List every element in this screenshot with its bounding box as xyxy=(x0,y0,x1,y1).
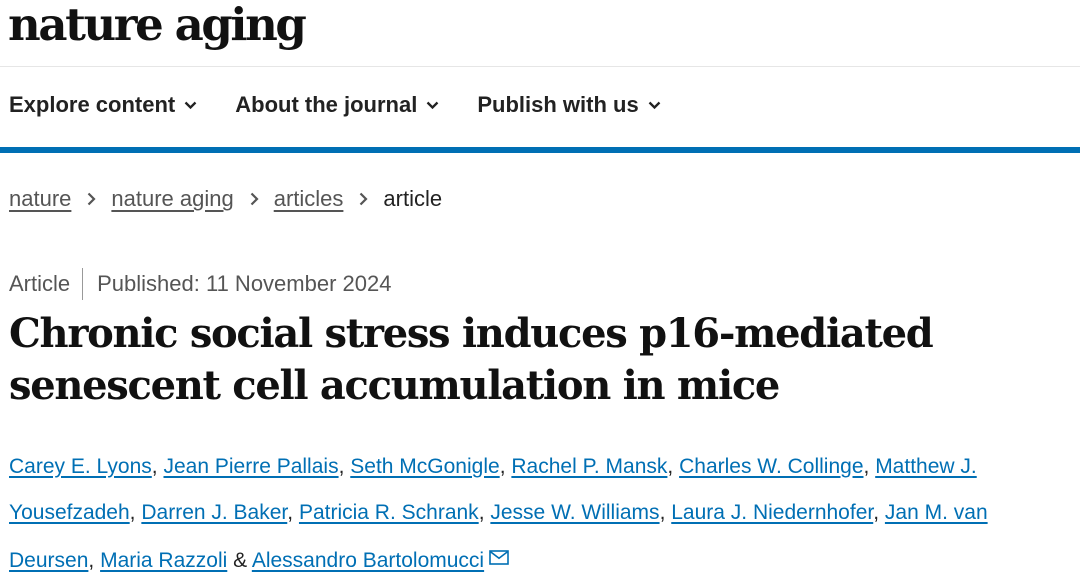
author-separator: , xyxy=(873,501,880,524)
author-separator: , xyxy=(338,455,345,478)
main-nav: Explore content About the journal Publis… xyxy=(9,92,661,118)
author-link[interactable]: Jesse W. Williams xyxy=(490,501,660,524)
meta-divider xyxy=(82,268,84,300)
chevron-down-icon xyxy=(427,101,439,109)
nav-explore-content[interactable]: Explore content xyxy=(9,92,197,118)
chevron-down-icon xyxy=(648,101,661,109)
author-link[interactable]: Laura J. Niedernhofer xyxy=(671,501,874,524)
author-separator: , xyxy=(151,455,158,478)
nav-item-label: Publish with us xyxy=(477,92,639,117)
article-type: Article xyxy=(9,271,71,296)
author-link[interactable]: Jan M. van Deursen xyxy=(9,501,988,572)
chevron-right-icon xyxy=(87,192,96,206)
author-link[interactable]: Matthew J. Yousefzadeh xyxy=(9,455,977,524)
breadcrumb-nature[interactable]: nature xyxy=(9,186,72,211)
author-conjunction: & xyxy=(233,549,248,572)
author-separator: , xyxy=(863,455,870,478)
nav-item-label: About the journal xyxy=(235,92,418,117)
chevron-down-icon xyxy=(184,101,197,109)
author-link[interactable]: Carey E. Lyons xyxy=(9,455,152,478)
author-list: Carey E. Lyons, Jean Pierre Pallais, Set… xyxy=(9,444,1069,584)
article-title: Chronic social stress induces p16-mediat… xyxy=(9,310,934,409)
author-separator: , xyxy=(659,501,666,524)
breadcrumb-nature-aging[interactable]: nature aging xyxy=(111,186,234,211)
mail-icon[interactable] xyxy=(489,536,509,582)
author-separator: , xyxy=(499,455,506,478)
author-link[interactable]: Alessandro Bartolomucci xyxy=(251,549,485,572)
published-date: Published: 11 November 2024 xyxy=(97,271,392,296)
chevron-right-icon xyxy=(250,192,259,206)
article-meta: Article Published: 11 November 2024 xyxy=(9,268,391,300)
breadcrumb: nature nature aging articles article xyxy=(9,186,442,212)
author-link[interactable]: Rachel P. Mansk xyxy=(511,455,668,478)
author-link[interactable]: Patricia R. Schrank xyxy=(298,501,479,524)
chevron-right-icon xyxy=(359,192,368,206)
author-link[interactable]: Maria Razzoli xyxy=(100,549,228,572)
nav-item-label: Explore content xyxy=(9,92,176,117)
nav-accent-bar xyxy=(0,147,1080,153)
breadcrumb-current: article xyxy=(383,186,443,211)
author-separator: , xyxy=(667,455,674,478)
author-separator: , xyxy=(88,549,95,572)
author-link[interactable]: Jean Pierre Pallais xyxy=(163,455,339,478)
author-link[interactable]: Seth McGonigle xyxy=(350,455,500,478)
nav-publish-with-us[interactable]: Publish with us xyxy=(477,92,661,118)
author-separator: , xyxy=(129,501,136,524)
journal-logo[interactable]: nature aging xyxy=(8,0,307,51)
author-link[interactable]: Darren J. Baker xyxy=(141,501,288,524)
author-separator: , xyxy=(478,501,485,524)
header-divider xyxy=(0,66,1080,67)
author-link[interactable]: Charles W. Collinge xyxy=(679,455,864,478)
author-separator: , xyxy=(287,501,294,524)
nav-about-the-journal[interactable]: About the journal xyxy=(235,92,439,118)
breadcrumb-articles[interactable]: articles xyxy=(273,186,344,211)
